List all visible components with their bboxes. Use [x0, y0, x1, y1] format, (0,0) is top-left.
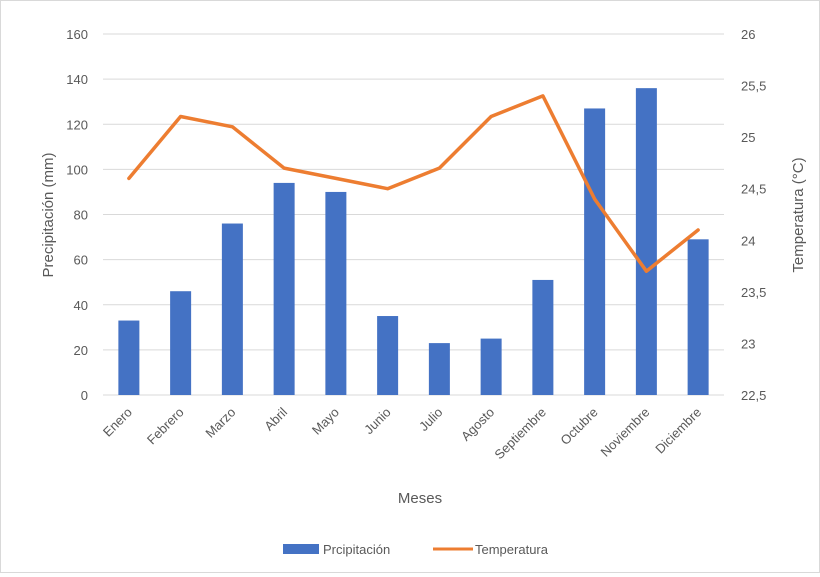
y2-tick-label: 23	[741, 336, 755, 351]
y2-tick-label: 26	[741, 27, 755, 42]
legend: Prcipitación Temperatura	[283, 542, 549, 557]
bar-enero	[118, 320, 140, 395]
x-tick-label: Abril	[261, 404, 290, 433]
x-tick-label: Agosto	[458, 405, 497, 444]
bar-diciembre	[687, 239, 709, 395]
temperature-line-group	[127, 94, 700, 273]
precipitation-bars	[118, 88, 709, 396]
y2-tick-label: 22,5	[741, 388, 766, 403]
legend-label-temperature: Temperatura	[475, 542, 549, 557]
y2-tick-label: 25,5	[741, 79, 766, 94]
y2-tick-label: 23,5	[741, 285, 766, 300]
x-axis-ticks: Enero Febrero Marzo Abril Mayo Junio Julio Agos…	[100, 404, 704, 462]
y-tick-label: 160	[66, 27, 88, 42]
x-tick-label: Septiembre	[491, 405, 549, 463]
y2-tick-label: 24	[741, 233, 755, 248]
right-axis-ticks: 22,5 23 23,5 24 24,5 25 25,5 26	[741, 27, 766, 403]
legend-swatch-precipitation	[283, 544, 319, 554]
y-tick-label: 120	[66, 117, 88, 132]
x-tick-label: Octubre	[557, 405, 600, 448]
temperature-line	[127, 94, 700, 273]
y2-tick-label: 25	[741, 130, 755, 145]
x-tick-label: Marzo	[202, 405, 238, 441]
bar-junio	[377, 316, 399, 395]
bar-julio	[428, 343, 450, 395]
bar-marzo	[221, 223, 243, 395]
y2-tick-label: 24,5	[741, 182, 766, 197]
x-tick-label: Mayo	[309, 405, 342, 438]
y-tick-label: 80	[74, 208, 88, 223]
bar-octubre	[584, 108, 606, 396]
x-tick-label: Julio	[416, 405, 446, 435]
legend-label-precipitation: Prcipitación	[323, 542, 390, 557]
bar-abril	[273, 182, 295, 395]
x-tick-label: Noviembre	[597, 405, 652, 460]
gridlines	[103, 33, 724, 396]
y-tick-label: 60	[74, 253, 88, 268]
bar-noviembre	[635, 88, 657, 396]
bar-febrero	[170, 291, 192, 395]
y-tick-label: 140	[66, 72, 88, 87]
x-tick-label: Diciembre	[652, 405, 704, 457]
x-axis-title: Meses	[398, 490, 442, 507]
y2-axis-title: Temperatura (°C)	[790, 157, 807, 272]
x-tick-label: Febrero	[144, 405, 187, 448]
y-tick-label: 20	[74, 343, 88, 358]
bar-mayo	[325, 191, 347, 395]
left-axis-ticks: 0 20 40 60 80 100 120 140 160	[66, 27, 88, 403]
x-tick-label: Enero	[100, 405, 135, 440]
x-tick-label: Junio	[361, 405, 394, 438]
bar-agosto	[480, 338, 502, 395]
bar-septiembre	[532, 279, 554, 395]
y-tick-label: 40	[74, 298, 88, 313]
y-axis-title: Precipitación (mm)	[40, 152, 57, 277]
y-tick-label: 0	[81, 388, 88, 403]
y-tick-label: 100	[66, 162, 88, 177]
